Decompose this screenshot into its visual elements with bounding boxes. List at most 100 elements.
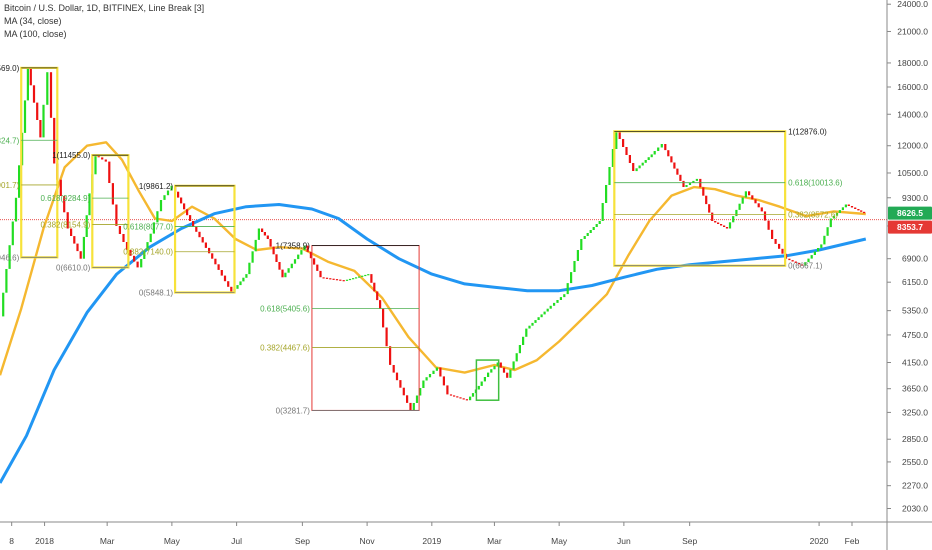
fib-level-label: 1(11455.0) <box>52 151 90 160</box>
up-brick <box>835 212 839 216</box>
up-brick <box>592 227 595 230</box>
up-brick <box>611 149 614 167</box>
up-brick <box>813 251 816 255</box>
fib-level-label: 1(7358.9) <box>276 242 311 251</box>
down-brick <box>180 197 183 204</box>
ma100-legend[interactable]: MA (100, close) <box>4 29 67 39</box>
up-brick <box>829 218 832 228</box>
x-tick-label: Jun <box>617 536 631 546</box>
up-brick <box>11 221 14 246</box>
up-brick <box>598 221 601 224</box>
down-brick <box>667 150 670 157</box>
down-brick <box>717 222 720 224</box>
up-brick <box>549 305 552 309</box>
price-badge-label: 8353.7 <box>897 222 923 232</box>
up-brick <box>469 396 472 401</box>
down-brick <box>133 255 136 262</box>
down-brick <box>76 243 79 252</box>
up-brick <box>553 302 556 306</box>
down-brick <box>322 277 325 279</box>
up-brick <box>477 385 480 390</box>
down-brick <box>263 232 266 236</box>
y-tick-label: 6150.0 <box>902 277 928 287</box>
y-tick-label: 3250.0 <box>902 407 928 417</box>
y-tick-label: 4750.0 <box>902 330 928 340</box>
up-brick <box>692 180 695 183</box>
y-tick-label: 16000.0 <box>897 82 928 92</box>
up-brick <box>576 250 579 261</box>
down-brick <box>670 156 673 163</box>
up-brick <box>2 292 5 317</box>
down-brick <box>261 228 264 232</box>
down-brick <box>456 396 459 398</box>
fib-level-label: 0.618(8077.0) <box>123 223 173 232</box>
down-brick <box>316 264 319 271</box>
down-brick <box>192 221 195 227</box>
down-brick <box>70 228 73 236</box>
up-brick <box>826 227 829 236</box>
price-badge <box>888 220 932 234</box>
ma34-legend[interactable]: MA (34, close) <box>4 16 62 26</box>
fib-group-3[interactable]: 1(9861.2) 0.618(8077.0) 0.382(7140.0) 0(584… <box>123 182 236 298</box>
up-brick <box>239 281 242 286</box>
up-brick <box>841 207 844 211</box>
down-brick <box>863 211 866 214</box>
price-badge-label: 8626.5 <box>897 208 923 218</box>
down-brick <box>376 291 379 301</box>
fib-level-label: 0(6667.1) <box>788 262 823 271</box>
down-brick <box>266 235 269 239</box>
ma34-line[interactable] <box>0 141 866 376</box>
up-brick <box>804 262 807 266</box>
up-brick <box>300 250 303 255</box>
down-brick <box>373 282 376 292</box>
down-brick <box>453 395 456 397</box>
up-brick <box>88 193 91 216</box>
x-tick-label: Nov <box>360 536 376 546</box>
down-brick <box>632 163 635 171</box>
down-brick <box>854 207 857 209</box>
down-brick <box>725 227 729 229</box>
up-brick <box>586 233 589 236</box>
down-brick <box>195 226 198 232</box>
down-brick <box>673 162 676 169</box>
up-brick <box>46 72 49 105</box>
up-brick <box>735 209 738 217</box>
up-brick <box>303 245 306 251</box>
up-brick <box>348 278 352 281</box>
ma100-line[interactable] <box>0 203 867 484</box>
up-brick <box>166 190 170 196</box>
up-brick <box>685 185 688 187</box>
fib-group-5[interactable]: 1(12876.0) 0.618(10013.6) 0.382(8572.6) 0(6… <box>613 127 843 271</box>
up-brick <box>566 283 569 295</box>
down-brick <box>664 144 667 151</box>
fib-group-1[interactable]: 1(17569.0) 0.618(12324.7) 0.382(9901.7) 0(6… <box>0 64 59 262</box>
fib-group-4[interactable]: 1(7358.9) 0.618(5405.6) 0.382(4467.6) 0(328… <box>260 242 420 416</box>
down-brick <box>198 231 201 238</box>
up-brick <box>8 245 11 269</box>
up-brick <box>528 325 531 329</box>
down-brick <box>847 204 850 206</box>
fib-group-2[interactable]: 1(11455.0) 0.618(9284.9) 0.382(8154.9) 0(66… <box>40 151 130 272</box>
down-brick <box>406 395 409 403</box>
down-brick <box>767 220 770 230</box>
down-brick <box>319 270 322 278</box>
y-tick-label: 6900.0 <box>902 254 928 264</box>
down-brick <box>402 387 405 396</box>
green-box[interactable] <box>475 359 500 401</box>
y-tick-label: 18000.0 <box>897 58 928 68</box>
fib-box[interactable] <box>613 130 787 267</box>
y-tick-label: 2270.0 <box>902 481 928 491</box>
down-brick <box>306 245 309 252</box>
down-brick <box>111 183 114 205</box>
down-brick <box>794 261 797 263</box>
x-tick-label: 2019 <box>422 536 441 546</box>
up-brick <box>660 144 663 148</box>
x-tick-label: 2018 <box>35 536 54 546</box>
down-brick <box>439 367 442 377</box>
down-brick <box>220 270 223 276</box>
line-break-bricks <box>2 67 866 411</box>
up-brick <box>741 197 744 204</box>
x-tick-label: Jul <box>231 536 242 546</box>
